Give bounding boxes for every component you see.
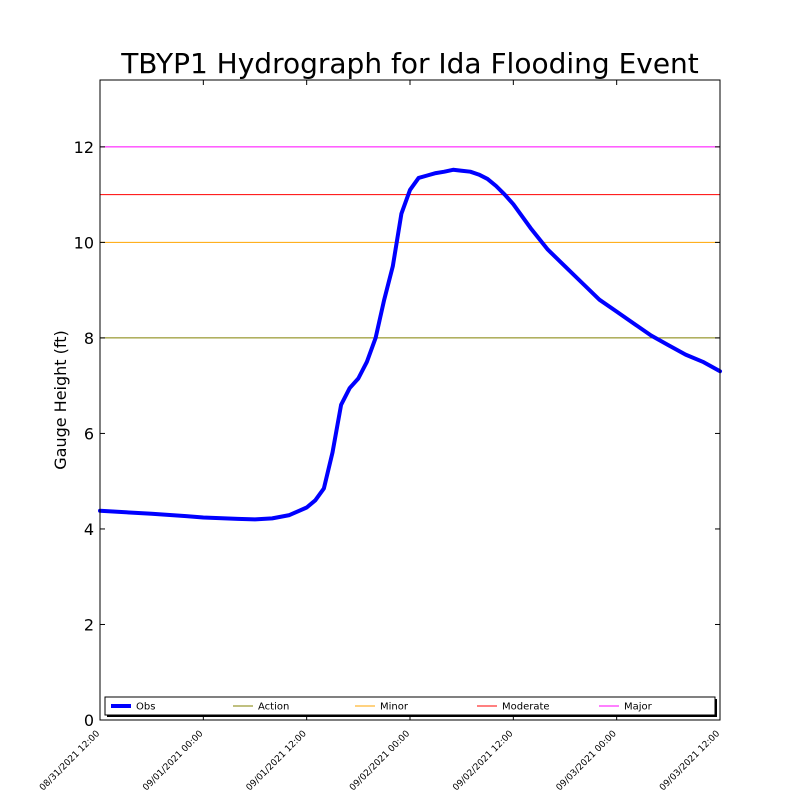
y-tick-label: 0 <box>84 711 94 730</box>
y-tick-label: 4 <box>84 520 94 539</box>
plot-area <box>98 146 722 522</box>
x-tick-label: 08/31/2021 12:00 <box>38 729 102 793</box>
legend-box <box>104 696 716 716</box>
legend: Obs Action Minor Moderate Major <box>104 696 717 717</box>
y-axis-label: Gauge Height (ft) <box>51 330 70 470</box>
x-tick-label: 09/02/2021 00:00 <box>348 729 412 793</box>
y-tick-label: 8 <box>84 329 94 348</box>
y-tick-label: 6 <box>84 424 94 443</box>
y-tick-label: 12 <box>74 138 94 157</box>
legend-label-obs: Obs <box>136 702 155 713</box>
legend-label-action: Action <box>258 702 289 713</box>
x-tick-label: 09/03/2021 12:00 <box>658 729 722 793</box>
x-tick-label: 09/01/2021 12:00 <box>245 729 309 793</box>
x-tick-label: 09/01/2021 00:00 <box>141 729 205 793</box>
y-tick-label: 10 <box>74 233 94 252</box>
legend-label-major: Major <box>624 702 653 713</box>
legend-label-moderate: Moderate <box>502 702 550 713</box>
x-tick-label: 09/03/2021 00:00 <box>555 729 619 793</box>
y-tick-label: 2 <box>84 615 94 634</box>
chart-title: TBYP1 Hydrograph for Ida Flooding Event <box>120 47 699 80</box>
series-line-obs <box>98 167 722 522</box>
plot-frame <box>99 79 721 721</box>
legend-label-minor: Minor <box>380 702 409 713</box>
x-tick-label: 09/02/2021 12:00 <box>451 729 515 793</box>
axes: 0 2 4 6 8 10 12 08/31/2021 12:00 09/01/2021 00:0… <box>38 79 722 793</box>
